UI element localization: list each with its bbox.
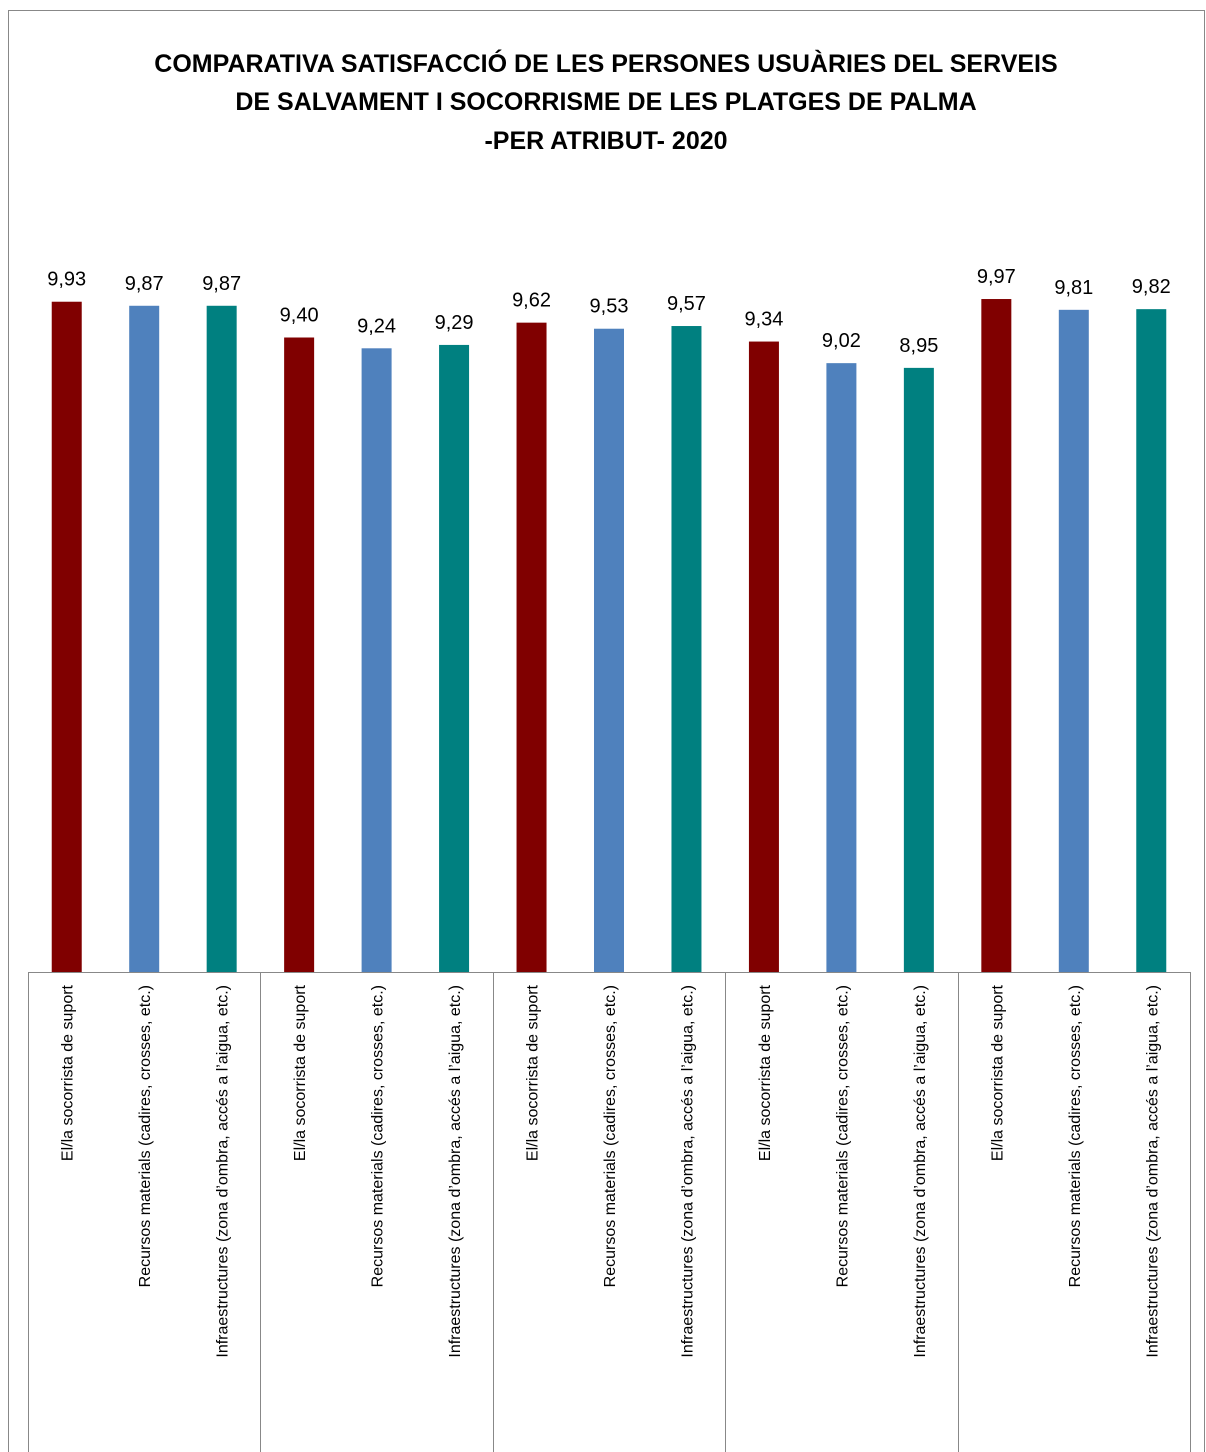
value-label: 9,53 (590, 296, 629, 318)
value-label: 9,34 (744, 309, 783, 331)
x-tick-label: Infraestructures (zona d’ombra, accés a … (912, 985, 929, 1358)
x-tick-label: El/la socorrista de suport (989, 984, 1006, 1161)
value-label: 9,24 (357, 315, 396, 337)
bar (206, 305, 237, 972)
x-tick-label: Infraestructures (zona d’ombra, accés a … (447, 985, 464, 1358)
x-tick-label: El/la socorrista de suport (60, 984, 77, 1161)
bar (1136, 309, 1167, 972)
bar (671, 326, 702, 972)
bar (981, 299, 1012, 972)
x-tick-label: El/la socorrista de suport (292, 984, 309, 1161)
x-tick-label: Recursos materials (cadires, crosses, et… (1067, 985, 1084, 1287)
bar (903, 367, 934, 972)
x-tick-label: Recursos materials (cadires, crosses, et… (137, 985, 154, 1287)
value-label: 9,82 (1132, 276, 1171, 298)
value-label: 9,40 (280, 305, 319, 327)
x-tick-label: Recursos materials (cadires, crosses, et… (370, 985, 387, 1287)
value-label: 9,97 (977, 266, 1016, 288)
value-label: 9,02 (822, 330, 861, 352)
value-label: 9,87 (125, 273, 164, 295)
bar (516, 322, 547, 972)
x-tick-label: Infraestructures (zona d’ombra, accés a … (215, 985, 232, 1358)
x-tick-label: Infraestructures (zona d’ombra, accés a … (1144, 985, 1161, 1358)
bar (826, 363, 857, 972)
value-label: 9,57 (667, 293, 706, 315)
x-tick-label: El/la socorrista de suport (757, 984, 774, 1161)
value-label: 9,87 (202, 273, 241, 295)
value-label: 9,93 (47, 269, 86, 291)
x-tick-label: El/la socorrista de suport (525, 984, 542, 1161)
chart-title: -PER ATRIBUT- 2020 (484, 127, 727, 155)
value-label: 8,95 (899, 335, 938, 357)
bar (51, 301, 82, 973)
bar (748, 341, 779, 972)
x-tick-label: Recursos materials (cadires, crosses, et… (834, 985, 851, 1287)
x-tick-label: Infraestructures (zona d’ombra, accés a … (679, 985, 696, 1358)
bar (1058, 309, 1089, 972)
bar (594, 328, 624, 973)
value-label: 9,29 (435, 312, 474, 334)
value-label: 9,81 (1054, 277, 1093, 299)
chart-title: COMPARATIVA SATISFACCIÓ DE LES PERSONES … (154, 48, 1057, 78)
bar (361, 348, 392, 972)
bar (284, 337, 315, 972)
bar (129, 305, 160, 972)
chart-title: DE SALVAMENT I SOCORRISME DE LES PLATGES… (235, 88, 976, 116)
bar (439, 344, 470, 972)
value-label: 9,62 (512, 290, 551, 312)
x-tick-label: Recursos materials (cadires, crosses, et… (602, 985, 619, 1287)
